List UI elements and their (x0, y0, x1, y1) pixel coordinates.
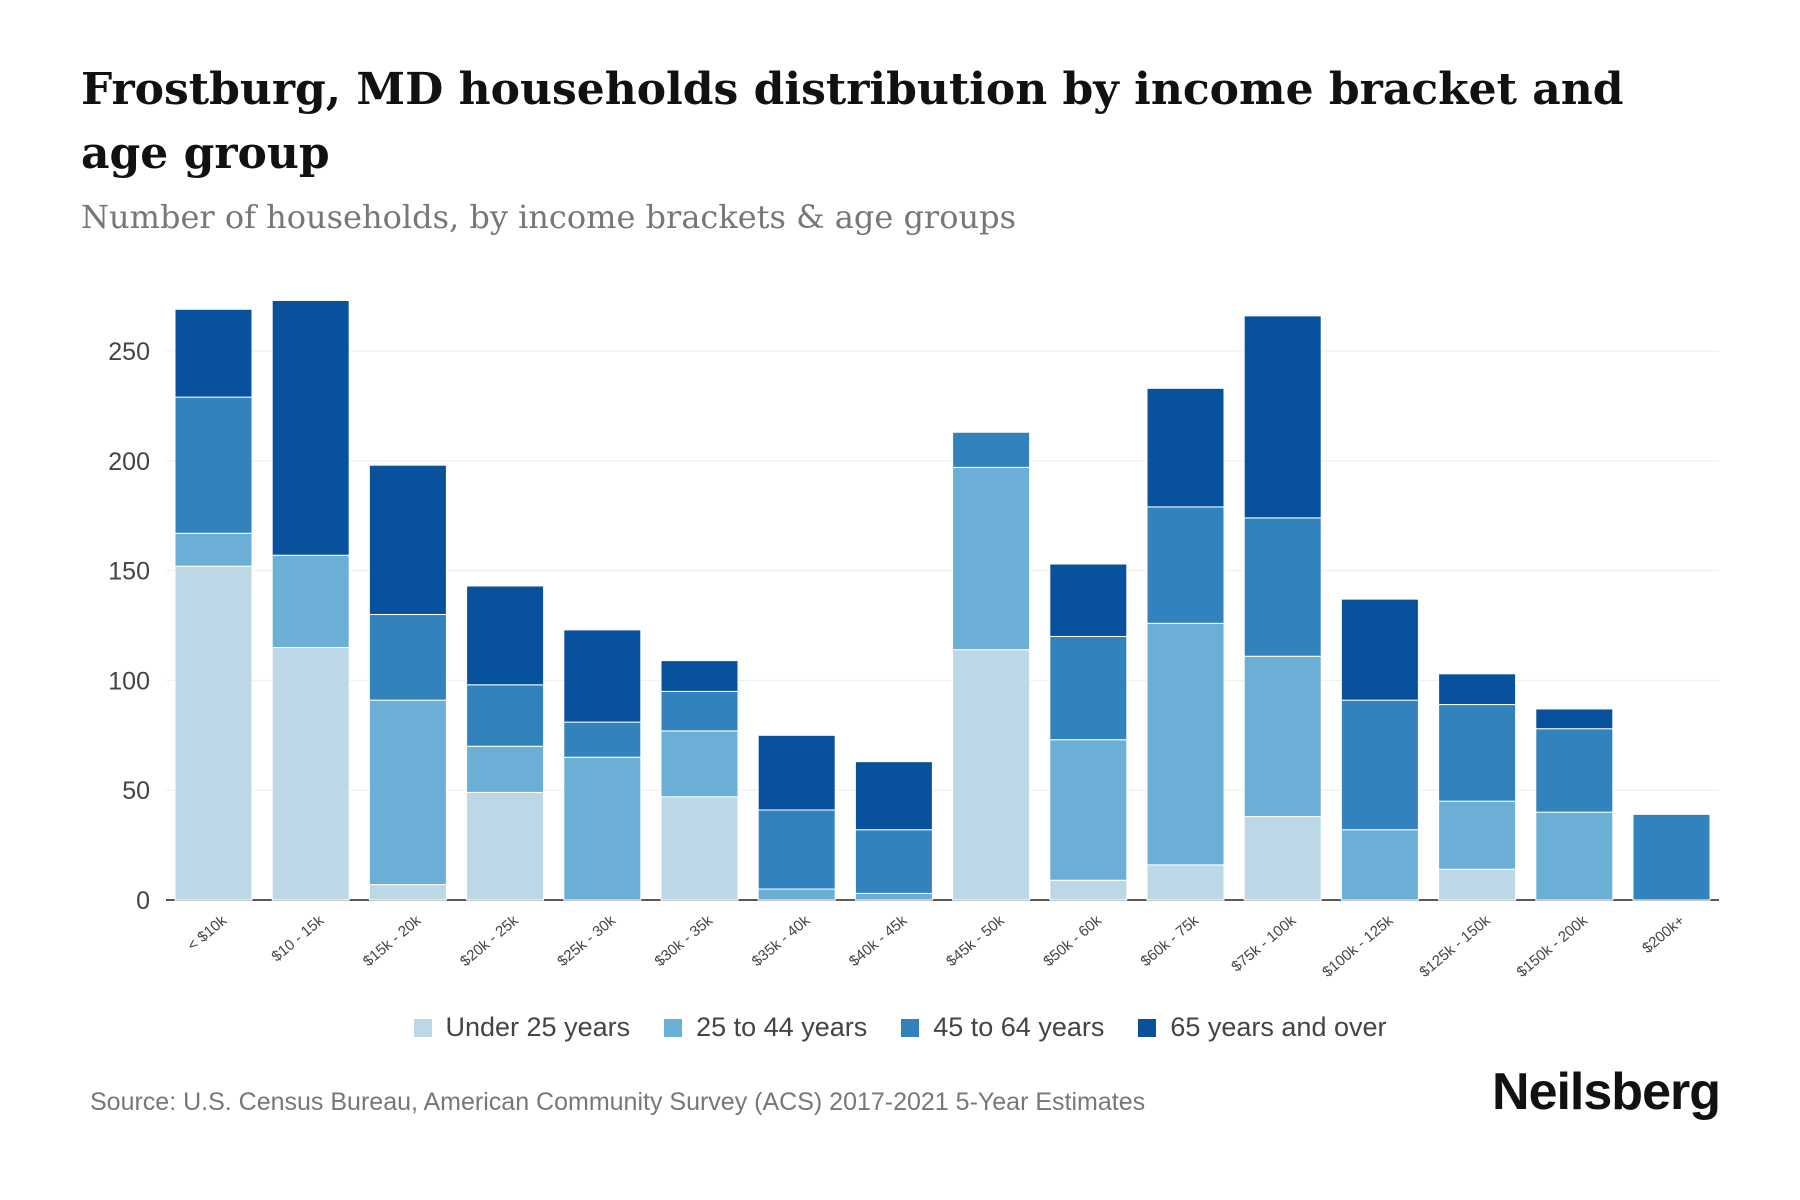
bar-segment-45-to-64-years (563, 721, 642, 758)
bar-segment-45-to-64-years (466, 684, 545, 747)
legend-swatch (664, 1018, 683, 1037)
bar-segment-25-to-44-years (1146, 622, 1225, 866)
bar-segment-25-to-44-years (757, 888, 836, 901)
bar-segment-65-years-and-over (1535, 708, 1614, 730)
bar-segment-25-to-44-years (1243, 655, 1322, 818)
legend-item: 25 to 44 years (664, 1012, 867, 1043)
bar-segment-under-25-years (1243, 816, 1322, 901)
bar-segment-45-to-64-years (174, 396, 253, 534)
bar-segment-under-25-years (271, 646, 350, 901)
x-tick-label: $150k - 200k (1514, 912, 1592, 981)
x-tick-label: $50k - 60k (1040, 912, 1105, 970)
bar-segment-65-years-and-over (660, 660, 739, 692)
chart-subtitle: Number of households, by income brackets… (81, 198, 1016, 236)
bar-segment-45-to-64-years (854, 829, 933, 894)
bar-segment-25-to-44-years (1340, 829, 1419, 901)
y-tick-label: 50 (122, 777, 150, 805)
bar-segment-65-years-and-over (563, 629, 642, 723)
x-tick-label: $75k - 100k (1228, 912, 1299, 976)
bar-segment-under-25-years (1438, 868, 1517, 901)
x-tick-label: $30k - 35k (651, 912, 716, 970)
legend-item: 45 to 64 years (901, 1012, 1104, 1043)
bar-segment-65-years-and-over (1049, 563, 1128, 637)
legend-item: Under 25 years (413, 1012, 631, 1043)
x-tick-label: $45k - 50k (943, 912, 1008, 970)
legend-label: 65 years and over (1170, 1012, 1387, 1042)
y-tick-label: 200 (108, 448, 150, 476)
bar-segment-45-to-64-years (1535, 728, 1614, 813)
bar-segment-65-years-and-over (854, 761, 933, 831)
bar-segment-45-to-64-years (1049, 635, 1128, 741)
legend-label: 45 to 64 years (933, 1012, 1105, 1042)
legend: Under 25 years 25 to 44 years 45 to 64 yea… (0, 1012, 1800, 1043)
y-tick-label: 250 (108, 338, 150, 366)
x-tick-label: $25k - 30k (554, 912, 619, 970)
bar-segment-65-years-and-over (466, 585, 545, 686)
legend-swatch (901, 1018, 920, 1037)
y-tick-label: 0 (136, 887, 150, 915)
legend-swatch (1138, 1018, 1157, 1037)
bar-segment-65-years-and-over (1438, 673, 1517, 706)
bar-segment-25-to-44-years (952, 466, 1031, 651)
bar-segment-45-to-64-years (1438, 704, 1517, 802)
bar-segment-under-25-years (1049, 879, 1128, 901)
bar-segment-45-to-64-years (1243, 517, 1322, 657)
bar-segment-25-to-44-years (271, 554, 350, 648)
bar-segment-under-25-years (466, 791, 545, 901)
bar-segment-65-years-and-over (368, 464, 447, 616)
bar-segment-under-25-years (660, 796, 739, 901)
bar-segment-under-25-years (952, 649, 1031, 901)
bar-segment-under-25-years (368, 884, 447, 901)
bar-segment-under-25-years (1146, 864, 1225, 901)
x-tick-label: < $10k (184, 912, 230, 955)
bar-segment-25-to-44-years (854, 892, 933, 901)
bar-segment-45-to-64-years (952, 431, 1031, 468)
legend-label: 25 to 44 years (696, 1012, 868, 1042)
bar-segment-25-to-44-years (1438, 800, 1517, 870)
x-tick-label: $35k - 40k (749, 912, 814, 970)
source-note: Source: U.S. Census Bureau, American Com… (90, 1088, 1146, 1116)
legend-label: Under 25 years (445, 1012, 631, 1042)
bar-segment-45-to-64-years (1146, 506, 1225, 624)
x-tick-label: $100k - 125k (1319, 912, 1397, 981)
bar-segment-65-years-and-over (1340, 598, 1419, 701)
neilsberg-logo: Neilsberg (1492, 1063, 1721, 1121)
bar-segment-65-years-and-over (757, 734, 836, 811)
y-tick-label: 100 (108, 667, 150, 695)
x-tick-label: $125k - 150k (1416, 912, 1494, 981)
legend-item: 65 years and over (1138, 1012, 1387, 1043)
y-tick-label: 150 (108, 558, 150, 586)
bar-segment-65-years-and-over (271, 299, 350, 556)
bar-segment-45-to-64-years (660, 690, 739, 732)
x-tick-label: $40k - 45k (846, 912, 911, 970)
bar-segment-25-to-44-years (1535, 811, 1614, 901)
x-tick-label: $10 - 15k (268, 912, 327, 966)
legend-swatch (413, 1018, 432, 1037)
bar-segment-45-to-64-years (1340, 699, 1419, 831)
bar-segment-25-to-44-years (174, 532, 253, 567)
bar-segment-25-to-44-years (563, 756, 642, 901)
bar-segment-45-to-64-years (368, 614, 447, 701)
bar-segment-25-to-44-years (466, 745, 545, 793)
x-tick-label: $200k+ (1639, 912, 1688, 957)
bar-segment-under-25-years (174, 565, 253, 901)
bar-segment-45-to-64-years (757, 809, 836, 890)
bar-segment-25-to-44-years (1049, 739, 1128, 881)
bar-segment-65-years-and-over (1146, 387, 1225, 508)
bar-segment-65-years-and-over (1243, 315, 1322, 519)
bar-segment-25-to-44-years (368, 699, 447, 886)
x-tick-label: $60k - 75k (1137, 912, 1202, 970)
x-tick-label: $15k - 20k (360, 912, 425, 970)
bar-segment-45-to-64-years (1632, 813, 1711, 901)
chart-title: Frostburg, MD households distribution by… (81, 64, 1624, 179)
bar-segment-65-years-and-over (174, 308, 253, 398)
x-tick-label: $20k - 25k (457, 912, 522, 970)
bar-segment-25-to-44-years (660, 730, 739, 798)
